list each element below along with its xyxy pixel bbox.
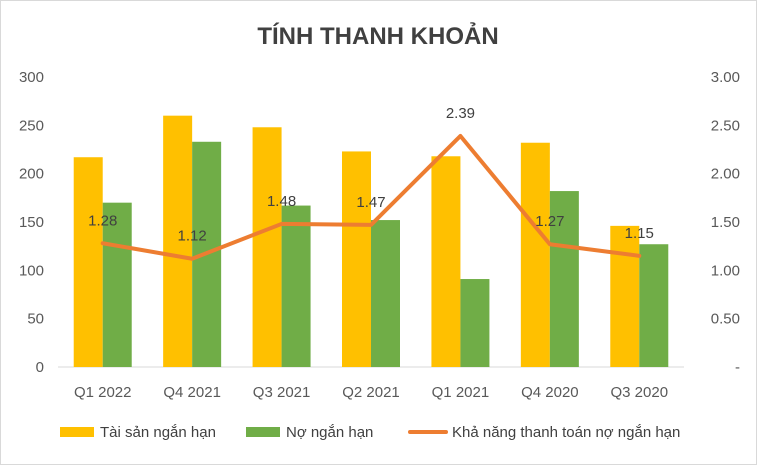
bar-no-ngan-han [639,244,669,367]
bar-no-ngan-han [371,220,400,367]
bar-no-ngan-han [102,202,132,367]
x-axis-tick-label: Q3 2021 [253,384,311,401]
right-axis-tick-label: 1.50 [711,214,740,231]
data-label: 1.27 [535,213,564,230]
x-axis-tick-label: Q3 2020 [611,384,669,401]
bar-no-ngan-han [549,191,579,367]
line-layer: 1.28 1.12 1.48 1.47 2.39 1.27 1.15 [88,105,654,261]
data-label: 1.15 [625,225,654,242]
left-axis-tick-label: 200 [19,166,44,183]
legend-label-no: Nợ ngắn hạn [286,424,373,441]
bar-tai-san-ngan-han [520,142,550,367]
category-labels: Q1 2022 Q4 2021 Q3 2021 Q2 2021 Q1 2021 Q4 20… [74,384,668,401]
bar-no-ngan-han [460,279,490,367]
right-axis-tick-label: 1.00 [711,262,740,279]
left-axis-tick-label: 250 [19,117,44,134]
x-axis-tick-label: Q2 2021 [342,384,400,401]
left-axis-tick-label: 50 [27,311,44,328]
right-axis-tick-label: 3.00 [711,69,740,86]
chart-title: TÍNH THANH KHOẢN [257,21,498,50]
data-label: 1.48 [267,193,296,210]
right-axis-tick-label: 2.50 [711,117,740,134]
right-axis-tick-label: 2.00 [711,166,740,183]
bar-tai-san-ngan-han [610,225,640,367]
left-axis-tick-label: 0 [36,359,44,376]
bar-tai-san-ngan-han [163,115,193,368]
left-axis-tick-label: 150 [19,214,44,231]
legend-label-kha-nang: Khả năng thanh toán nợ ngắn hạn [452,424,680,441]
bar-tai-san-ngan-han [252,127,282,368]
left-axis-tick-label: 300 [19,69,44,86]
bar-tai-san-ngan-han [431,156,461,367]
x-axis-tick-label: Q4 2020 [521,384,579,401]
data-label: 2.39 [446,105,475,122]
legend-swatch-no [246,427,280,437]
left-axis-tick-label: 100 [19,262,44,279]
data-label: 1.12 [178,228,207,245]
bars-layer [73,115,669,368]
bar-tai-san-ngan-han [73,157,103,367]
x-axis-tick-label: Q4 2021 [163,384,221,401]
legend: Tài sản ngắn hạn Nợ ngắn hạn Khả năng than… [60,424,680,441]
left-axis: 0 50 100 150 200 250 300 [19,69,44,376]
legend-swatch-tai-san [60,427,94,437]
bar-tai-san-ngan-han [342,151,371,367]
right-axis-tick-label: - [735,359,740,376]
right-axis: - 0.50 1.00 1.50 2.00 2.50 3.00 [711,69,740,376]
x-axis-tick-label: Q1 2022 [74,384,132,401]
right-axis-tick-label: 0.50 [711,311,740,328]
data-label: 1.28 [88,212,117,229]
data-label: 1.47 [356,194,385,211]
bar-no-ngan-han [281,205,311,367]
x-axis-tick-label: Q1 2021 [432,384,490,401]
legend-label-tai-san: Tài sản ngắn hạn [100,424,216,441]
